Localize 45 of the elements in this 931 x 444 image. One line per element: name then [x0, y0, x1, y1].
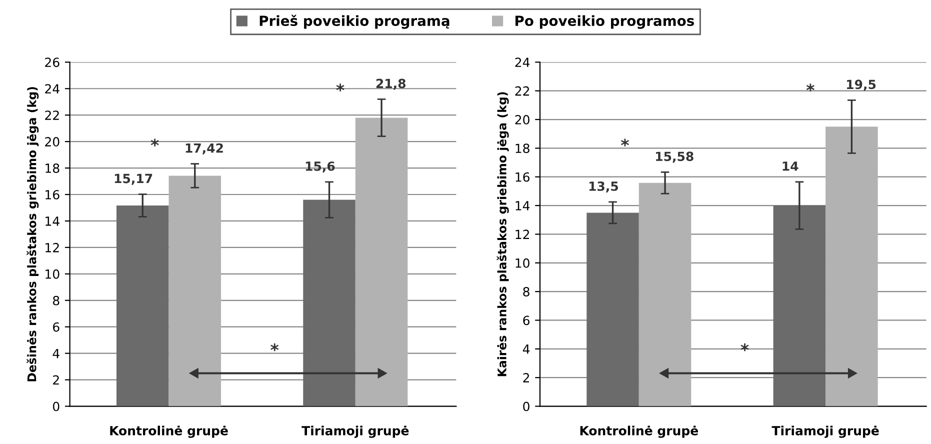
annotation: * — [270, 343, 279, 352]
legend-label: Po poveikio programos — [515, 15, 694, 29]
data-label: 15,58 — [656, 152, 694, 163]
y-tick-label: 4 — [522, 344, 530, 354]
data-label: 17,42 — [186, 143, 223, 154]
y-tick-label: 10 — [516, 258, 530, 268]
y-tick-label: 2 — [523, 373, 530, 382]
annotation: * — [806, 84, 814, 92]
y-tick-label: 24 — [515, 58, 530, 67]
y-tick-label: 4 — [52, 348, 60, 358]
x-tick-label: Tiriamoji grupė — [772, 426, 879, 438]
x-tick-label: Kontrolinė grupė — [580, 426, 698, 438]
y-tick-label: 20 — [45, 137, 60, 146]
legend-label: Prieš poveikio programą — [260, 14, 450, 29]
y-tick-label: 24 — [45, 84, 60, 94]
y-tick-label: 14 — [516, 201, 530, 210]
x-tick-label: Tiriamoji grupė — [302, 426, 409, 438]
y-tick-label: 16 — [516, 172, 530, 182]
y-tick-label: 18 — [46, 164, 60, 173]
y-axis-title: Kairės rankos plaštakos griebimo jėga (kg) — [496, 92, 509, 376]
y-tick-label: 8 — [523, 287, 530, 296]
y-tick-label: 0 — [52, 402, 60, 412]
y-tick-label: 22 — [45, 110, 59, 120]
y-tick-label: 6 — [53, 322, 60, 332]
y-tick-label: 20 — [515, 114, 530, 124]
data-label: 14 — [782, 162, 798, 171]
y-tick-label: 22 — [515, 86, 530, 96]
y-tick-label: 8 — [52, 296, 60, 306]
data-label: 13,5 — [589, 181, 618, 193]
x-tick-label: Kontrolinė grupė — [110, 426, 228, 438]
y-tick-label: 16 — [46, 190, 60, 200]
y-tick-label: 10 — [46, 269, 60, 279]
y-tick-label: 26 — [45, 58, 60, 68]
y-tick-label: 0 — [523, 402, 530, 412]
y-tick-label: 12 — [516, 230, 530, 239]
data-label: 15,17 — [114, 174, 152, 185]
y-axis-title: Dešinės rankos plaštakos griebimo jėga (kg) — [26, 87, 39, 382]
y-tick-label: 2 — [53, 375, 59, 385]
data-label: 19,5 — [847, 80, 876, 91]
y-tick-label: 6 — [523, 316, 530, 326]
y-tick-label: 14 — [46, 216, 60, 226]
y-tick-label: 18 — [516, 144, 530, 154]
data-label: 21,8 — [376, 78, 406, 90]
annotation: * — [620, 138, 630, 146]
y-tick-label: 12 — [46, 242, 59, 252]
